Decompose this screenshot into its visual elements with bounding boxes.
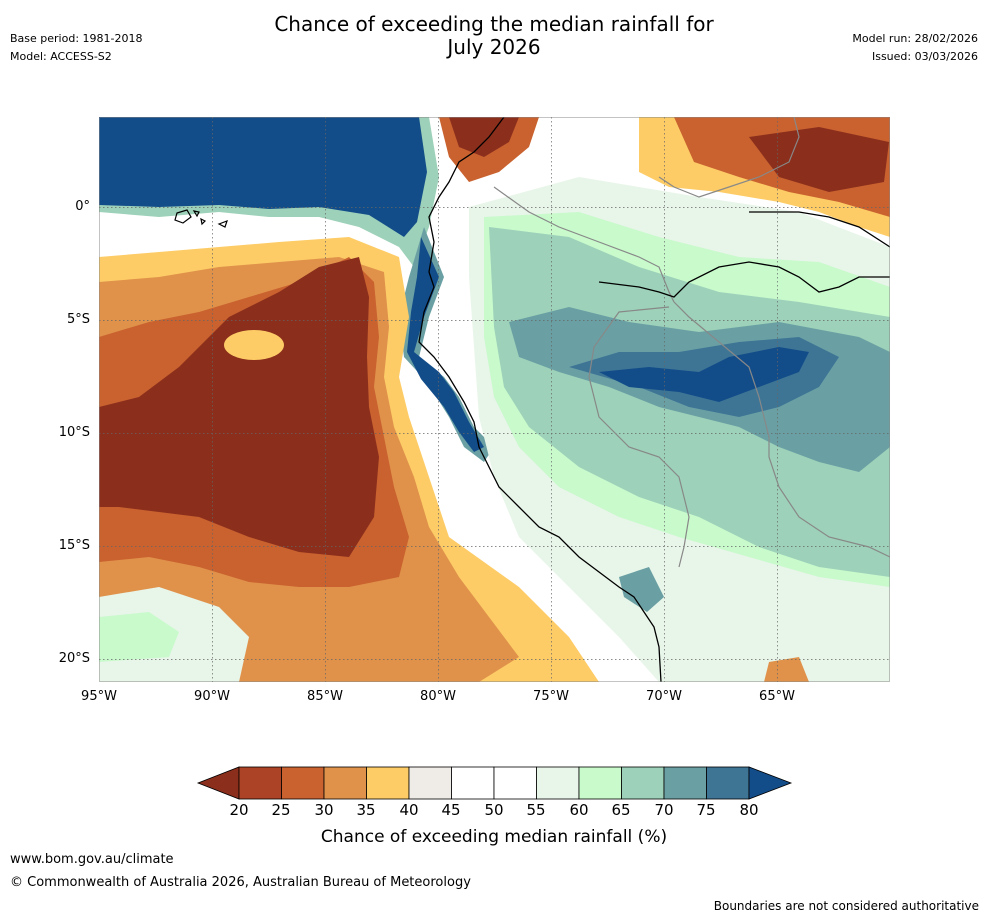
lon-label-95w: 95°W (81, 689, 117, 704)
colorbar-segment (621, 766, 665, 800)
base-period: Base period: 1981-2018 (10, 32, 143, 45)
colorbar-tick: 60 (569, 801, 589, 819)
lat-label-0: 0° (75, 199, 90, 214)
map-frame (99, 117, 890, 682)
colorbar (196, 766, 793, 800)
region-coastal-strip-core (407, 237, 484, 452)
colorbar-segment (366, 766, 410, 800)
region-n-dry-core (449, 117, 519, 157)
lon-label-65w: 65°W (759, 689, 795, 704)
lon-label-85w: 85°W (307, 689, 343, 704)
model-name: Model: ACCESS-S2 (10, 50, 112, 63)
colorbar-segment (238, 766, 282, 800)
region-se-dry (764, 657, 809, 682)
colorbar-segment (536, 766, 580, 800)
copyright-text: © Commonwealth of Australia 2026, Austra… (10, 875, 471, 890)
dry-pocket (224, 330, 284, 360)
colorbar-tick: 75 (696, 801, 716, 819)
lon-label-80w: 80°W (420, 689, 456, 704)
coastline (418, 117, 890, 682)
lat-label-10s: 10°S (58, 425, 90, 440)
lon-label-70w: 70°W (646, 689, 682, 704)
region-high-chance-nw-core (99, 117, 427, 237)
colorbar-arrow-low (196, 766, 240, 800)
colorbar-segment (578, 766, 622, 800)
colorbar-tick: 80 (739, 801, 759, 819)
colorbar-segment (663, 766, 707, 800)
colorbar-segment (451, 766, 495, 800)
colorbar-tick: 40 (399, 801, 419, 819)
colorbar-tick: 70 (654, 801, 674, 819)
colorbar-tick: 25 (271, 801, 291, 819)
model-run-date: Model run: 28/02/2026 (852, 32, 978, 45)
colorbar-arrow-high (748, 766, 793, 800)
colorbar-tick: 20 (229, 801, 249, 819)
rainfall-map (99, 117, 890, 682)
galapagos-islands (174, 209, 228, 228)
region-sa-core (599, 347, 809, 402)
title-line-1: Chance of exceeding the median rainfall … (274, 12, 714, 36)
colorbar-segment (281, 766, 325, 800)
colorbar-tick: 35 (356, 801, 376, 819)
disclaimer-text: Boundaries are not considered authoritat… (713, 899, 979, 913)
country-borders (493, 117, 890, 568)
colorbar-tick: 55 (526, 801, 546, 819)
colorbar-label: Chance of exceeding median rainfall (%) (320, 827, 668, 847)
lat-label-20s: 20°S (58, 651, 90, 666)
website-link[interactable]: www.bom.gov.au/climate (10, 852, 174, 867)
title-line-2: July 2026 (447, 35, 541, 59)
colorbar-segment (408, 766, 452, 800)
lat-label-15s: 15°S (58, 538, 90, 553)
map-title: Chance of exceeding the median rainfall … (0, 13, 988, 59)
region-sw-wet-core (99, 612, 179, 662)
colorbar-tick: 45 (441, 801, 461, 819)
issued-date: Issued: 03/03/2026 (871, 50, 978, 63)
lat-label-5s: 5°S (66, 312, 90, 327)
colorbar-segment (706, 766, 750, 800)
colorbar-tick: 30 (314, 801, 334, 819)
colorbar-segment (323, 766, 367, 800)
region-ne-dry-core (749, 127, 889, 192)
colorbar-tick: 50 (484, 801, 504, 819)
lon-label-75w: 75°W (533, 689, 569, 704)
colorbar-tick: 65 (611, 801, 631, 819)
region-dry-core (99, 257, 379, 557)
lon-label-90w: 90°W (194, 689, 230, 704)
region-se-coastal-blue (619, 567, 664, 612)
colorbar-segment (493, 766, 537, 800)
